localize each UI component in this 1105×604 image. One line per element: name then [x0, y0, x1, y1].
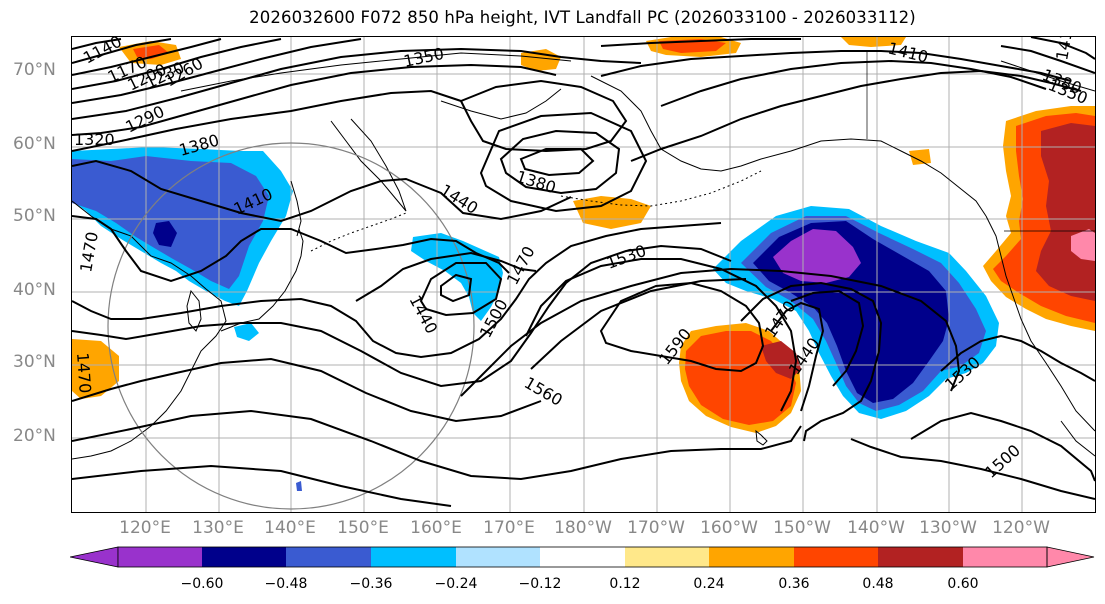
contour-label: 1560: [521, 373, 566, 410]
coast-mexico: [1060, 420, 1095, 457]
contour-label: 1320: [74, 130, 115, 149]
contour-label: 1470: [73, 352, 95, 394]
lon-label-120e: 120°E: [119, 518, 171, 538]
colorbar-bin: [625, 547, 709, 567]
positive-region-aleutian: [573, 196, 651, 229]
negative-region-asia-dark: [153, 221, 177, 247]
positive-region-alaska-small: [909, 149, 931, 165]
colorbar-bin: [540, 547, 625, 567]
coast-kamchatka: [330, 118, 407, 212]
lon-label-150w: 150°W: [773, 518, 831, 538]
colorbar-tick: 0.60: [947, 576, 979, 592]
lon-label-140w: 140°W: [847, 518, 905, 538]
coastlines: [72, 51, 1095, 460]
lon-label-160w: 160°W: [700, 518, 758, 538]
map-canvas: 1140 1170 1200 1230 1260 1290 1320 1350 …: [72, 37, 1095, 512]
lon-label-140e: 140°E: [264, 518, 316, 538]
colorbar-bin: [286, 547, 371, 567]
coast-alaska-south: [760, 138, 987, 217]
colorbar-bin: [963, 547, 1047, 567]
lat-label-40n: 40°N: [13, 280, 56, 300]
map-title: 2026032600 F072 850 hPa height, IVT Land…: [249, 8, 916, 27]
colorbar-tick: 0.12: [609, 576, 641, 592]
lon-label-130e: 130°E: [192, 518, 244, 538]
coast-asia: [72, 200, 227, 460]
map-panel: 1140 1170 1200 1230 1260 1290 1320 1350 …: [71, 36, 1096, 513]
lon-label-150e: 150°E: [337, 518, 389, 538]
negative-region-central-purple: [773, 229, 861, 283]
contour-label: 1470: [503, 243, 539, 288]
colorbar-frame: [117, 546, 1048, 568]
lon-label-130w: 130°W: [919, 518, 977, 538]
coast-na-west: [985, 215, 1095, 432]
colorbar-bin: [371, 547, 456, 567]
lon-label-170e: 170°E: [483, 518, 535, 538]
colorbar-bin: [878, 547, 963, 567]
negative-region-asia-mid: [72, 156, 269, 289]
positive-region-north-2: [841, 37, 906, 47]
coast-hawaii: [755, 429, 768, 446]
colorbar-bin: [118, 547, 202, 567]
contour-label: 1380: [514, 167, 559, 198]
contour-label: 1530: [604, 241, 649, 273]
contour-label: 1500: [981, 441, 1024, 482]
colorbar-tick: −0.60: [180, 576, 224, 592]
colorbar-tick: 0.36: [778, 576, 810, 592]
colorbar-bin: [794, 547, 878, 567]
lon-label-170w: 170°W: [627, 518, 685, 538]
lat-label-70n: 70°N: [13, 60, 56, 80]
contour-label: 1470: [76, 230, 102, 273]
colorbar-extend-max: [1046, 546, 1095, 568]
colorbar-tick: −0.48: [264, 576, 308, 592]
highlight-circle: [107, 142, 475, 510]
coast-aleutians: [560, 170, 762, 207]
negative-region-island: [296, 481, 302, 491]
lat-label-30n: 30°N: [13, 352, 56, 372]
coast-japan: [220, 228, 304, 332]
colorbar-bin: [202, 547, 286, 567]
colorbar-svg: [69, 546, 1095, 568]
colorbar-tick: −0.24: [434, 576, 478, 592]
coast-korea: [186, 289, 202, 332]
lat-label-50n: 50°N: [13, 206, 56, 226]
colorbar-tick: −0.12: [518, 576, 562, 592]
positive-region-west-edge: [72, 339, 119, 399]
colorbar: [69, 546, 1095, 568]
height-contours: [72, 37, 1095, 507]
graticule: [72, 37, 1095, 512]
colorbar-extend-min: [69, 546, 119, 568]
lon-label-120w: 120°W: [992, 518, 1050, 538]
coast-hudson: [1000, 60, 1095, 92]
colorbar-tick: 0.24: [693, 576, 725, 592]
positive-region-subtropical-dark: [761, 341, 801, 379]
lon-label-180w: 180°W: [554, 518, 612, 538]
lon-label-160e: 160°E: [410, 518, 462, 538]
contour-label: 1410: [1052, 37, 1078, 62]
coast-alaska-west: [590, 75, 762, 172]
contour-label: 1440: [437, 180, 482, 218]
colorbar-bin: [456, 547, 540, 567]
colorbar-tick: −0.36: [349, 576, 393, 592]
contour-label: 1440: [405, 292, 441, 337]
lat-label-60n: 60°N: [13, 134, 56, 154]
colorbar-tick: 0.48: [862, 576, 894, 592]
positive-region-na-pink: [1071, 229, 1095, 261]
coast-chukotka: [440, 88, 562, 120]
negative-region-japan-small: [234, 323, 259, 341]
lat-label-20n: 20°N: [13, 426, 56, 446]
colorbar-bin: [709, 547, 794, 567]
coast-sakhalin: [290, 180, 302, 237]
